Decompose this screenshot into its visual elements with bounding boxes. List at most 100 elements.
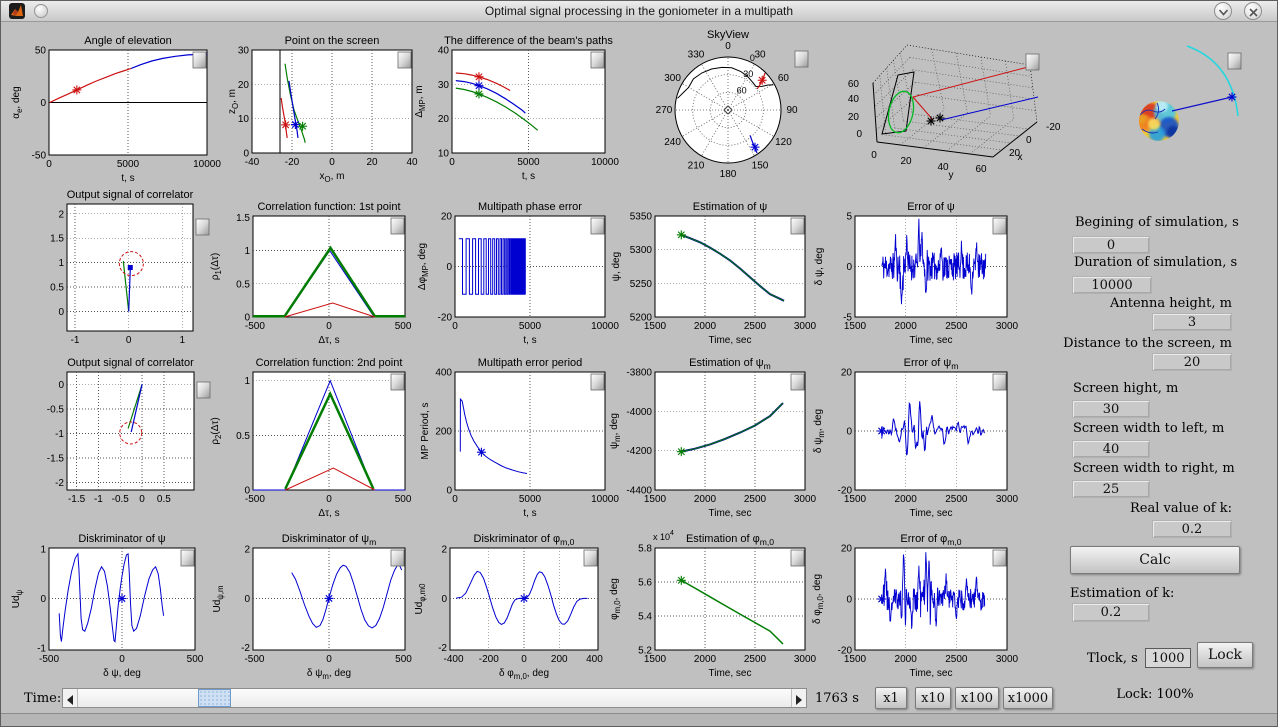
svg-text:1500: 1500 [844,494,867,505]
svg-text:30: 30 [438,80,450,91]
subplot-button[interactable] [790,373,805,391]
svg-text:0: 0 [326,654,332,665]
svg-text:Diskriminator of ψ: Diskriminator of ψ [78,533,165,545]
svg-text:1500: 1500 [644,321,667,332]
subplot-button[interactable] [790,217,805,235]
duration-sim-field[interactable] [1072,276,1152,294]
svg-text:Output signal of correlator: Output signal of correlator [67,189,194,201]
screen-height-field[interactable] [1072,400,1150,418]
real-k-field[interactable] [1152,520,1232,538]
svg-text:2: 2 [244,545,250,556]
slider-right-arrow[interactable] [791,689,806,707]
slider-left-arrow[interactable] [63,689,78,707]
speed-x100-button[interactable]: x100 [955,687,999,709]
svg-text:120: 120 [775,137,792,148]
svg-text:Output signal of correlator: Output signal of correlator [67,357,194,369]
screen-distance-field[interactable] [1152,353,1232,371]
svg-text:zO, m: zO, m [227,89,240,114]
svg-text:30: 30 [743,69,753,79]
svg-text:2: 2 [58,209,64,220]
subplot-button[interactable] [590,51,605,69]
lock-button[interactable]: Lock [1197,642,1253,668]
subplot-button[interactable] [992,373,1007,391]
svg-text:ΔφMP, deg: ΔφMP, deg [417,243,430,290]
svg-text:1: 1 [40,544,46,555]
subplot-button[interactable] [1025,53,1040,71]
subplot-button[interactable] [590,373,605,391]
screen-width-left-field[interactable] [1072,440,1150,458]
svg-text:5350: 5350 [630,212,653,223]
svg-text:-0.5: -0.5 [47,404,65,415]
speed-x10-button[interactable]: x10 [915,687,951,709]
svg-text:The difference of the beam's p: The difference of the beam's paths [444,35,613,47]
svg-text:0: 0 [452,321,458,332]
svg-text:2000: 2000 [694,654,717,665]
window-title: Optimal signal processing in the goniome… [484,4,794,18]
time-slider[interactable] [62,688,807,708]
svg-text:0: 0 [58,307,64,318]
svg-text:40: 40 [937,162,949,173]
subplot-button[interactable] [397,51,412,69]
svg-text:2500: 2500 [744,654,767,665]
svg-text:Time, sec: Time, sec [709,335,752,346]
menu-circle-icon[interactable] [34,4,48,18]
svg-text:40: 40 [438,46,450,57]
svg-text:t, s: t, s [121,173,134,184]
svg-text:10000: 10000 [591,157,619,168]
subplot-button[interactable] [192,51,207,69]
estimation-k-field[interactable] [1072,603,1150,622]
subplot-button[interactable] [992,549,1007,567]
begin-sim-label: Begining of simulation, s [1075,215,1239,230]
shade-window-button[interactable] [1214,2,1232,20]
subplot-button[interactable] [196,381,211,399]
svg-text:40: 40 [406,157,418,168]
speed-x1000-button[interactable]: x1000 [1003,687,1053,709]
svg-text:Time, sec: Time, sec [910,335,953,346]
subplot-button[interactable] [195,218,210,236]
calc-button[interactable]: Calc [1070,546,1240,574]
subplot-button[interactable] [790,549,805,567]
svg-text:-20: -20 [285,157,300,168]
subplot-button[interactable] [590,217,605,235]
close-window-button[interactable] [1244,2,1262,20]
svg-text:Angle of elevation: Angle of elevation [84,35,171,47]
window-bottom-edge [0,713,1278,727]
plot-earth-view [1139,101,1179,141]
screen-height-label: Screen hight, m [1073,381,1179,396]
svg-text:240: 240 [664,137,681,148]
begin-sim-field[interactable] [1072,236,1150,254]
svg-text:60: 60 [737,86,747,96]
svg-text:0: 0 [244,594,250,605]
screen-width-right-field[interactable] [1072,480,1150,498]
subplot-button[interactable] [992,217,1007,235]
svg-text:1500: 1500 [844,321,867,332]
plot-diskriminator-psi: -500 0 500 -1 0 1 Diskriminator of ψ δ ψ, deg Ud… [11,533,204,679]
svg-text:x 104: x 104 [653,530,674,542]
svg-text:60: 60 [975,164,987,175]
slider-thumb[interactable] [198,689,231,707]
svg-text:Point on the screen: Point on the screen [285,35,380,47]
speed-x1-button[interactable]: x1 [875,687,907,709]
svg-text:Time, sec: Time, sec [910,508,953,519]
svg-text:Correlation function: 1st poin: Correlation function: 1st point [257,201,400,213]
subplot-button[interactable] [583,549,598,567]
svg-text:20: 20 [848,112,860,123]
svg-text:ΔMP, m: ΔMP, m [414,85,427,117]
svg-text:Time, sec: Time, sec [709,508,752,519]
svg-text:-50: -50 [32,151,47,162]
svg-text:αe, deg: αe, deg [11,86,24,118]
antenna-height-field[interactable] [1152,313,1232,331]
svg-text:δ ψm, deg: δ ψm, deg [813,409,826,453]
svg-text:Udψ: Udψ [11,589,24,608]
subplot-button[interactable] [390,549,405,567]
subplot-button[interactable] [180,549,195,567]
svg-text:150: 150 [752,160,769,171]
subplot-button[interactable] [390,373,405,391]
subplot-button[interactable] [794,50,809,68]
subplot-button[interactable] [390,217,405,235]
tlock-field[interactable] [1145,648,1191,668]
subplot-button[interactable] [1227,52,1242,70]
